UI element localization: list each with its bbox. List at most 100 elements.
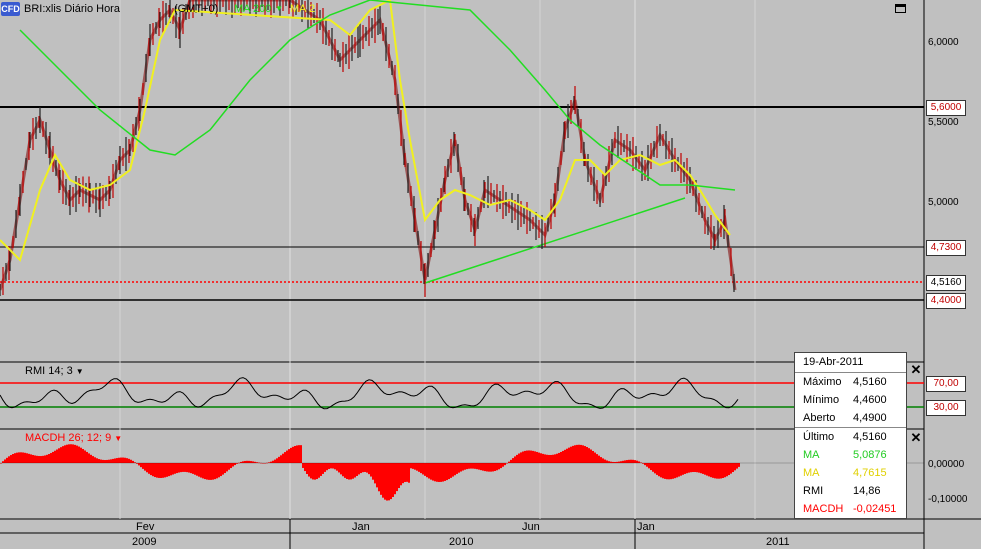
rmi-title[interactable]: RMI 14; 3 ▼ <box>25 365 84 377</box>
macdh-bar <box>30 454 32 463</box>
macdh-bar <box>136 463 138 464</box>
macdh-title[interactable]: MACDH 26; 12; 9 ▼ <box>25 432 122 444</box>
ma200-label[interactable]: MA 200 <box>234 3 272 15</box>
macdh-bar <box>170 463 172 476</box>
macdh-bar <box>446 463 448 481</box>
symbol-label[interactable]: BRI:xlis Diário Hora <box>24 3 120 15</box>
macdh-bar <box>232 463 234 467</box>
macdh-bar <box>140 463 142 468</box>
macdh-bar <box>108 459 110 463</box>
macdh-bar <box>78 446 80 463</box>
macdh-bar <box>558 452 560 463</box>
macdh-bar <box>262 463 264 464</box>
macdh-bar <box>390 463 392 500</box>
macdh-bar <box>624 460 626 463</box>
macdh-bar <box>138 463 140 466</box>
macdh-bar <box>66 444 68 463</box>
rmi-dropdown-icon[interactable]: ▼ <box>75 367 84 376</box>
macdh-bar <box>102 459 104 463</box>
macdh-bar <box>656 463 658 475</box>
macdh-bar <box>98 459 100 463</box>
macdh-bar <box>348 463 350 480</box>
macdh-bar <box>238 462 240 464</box>
macdh-bar <box>528 450 530 463</box>
macdh-bar <box>222 463 224 475</box>
macdh-bar <box>236 463 238 464</box>
macdh-bar <box>680 463 682 476</box>
macdh-bar <box>264 462 266 464</box>
macdh-bar <box>94 457 96 463</box>
macdh-dropdown-icon[interactable]: ▼ <box>114 434 123 443</box>
macdh-bar <box>422 463 424 475</box>
macdh-bar <box>360 463 362 474</box>
macdh-bar <box>54 450 56 463</box>
macdh-bar <box>368 463 370 475</box>
ma200-dropdown-icon[interactable]: ▼ <box>275 4 283 13</box>
macdh-bar <box>574 445 576 463</box>
tooltip-value: 4,4600 <box>853 394 887 406</box>
ma20-label[interactable]: MA 2 <box>290 3 316 15</box>
macdh-bar <box>158 463 160 478</box>
macdh-close-icon[interactable]: ✕ <box>910 430 922 445</box>
macdh-bar <box>404 463 406 482</box>
macdh-bar <box>608 461 610 463</box>
macdh-bar <box>290 447 292 463</box>
macdh-bar <box>160 463 162 478</box>
macdh-bar <box>428 463 430 479</box>
year-label-2010: 2010 <box>449 536 474 548</box>
macdh-bar <box>382 463 384 498</box>
tooltip-label: RMI <box>803 485 824 497</box>
macdh-bar <box>344 463 346 478</box>
macdh-bar <box>514 456 516 463</box>
macdh-bar <box>196 463 198 476</box>
macdh-bar <box>500 463 502 469</box>
macdh-bar <box>178 463 180 473</box>
macdh-bar <box>576 444 578 463</box>
macdh-bar <box>142 463 144 469</box>
macdh-bar <box>538 452 540 463</box>
tooltip-date: 19-Abr-2011 <box>795 353 906 373</box>
macdh-bar <box>600 457 602 463</box>
timezone-label: (GMT+0) <box>174 3 219 15</box>
maximize-icon[interactable] <box>895 4 906 13</box>
tooltip-label: Último <box>803 431 835 443</box>
macdh-bar <box>84 450 86 463</box>
macdh-bar <box>88 453 90 463</box>
macdh-bar <box>692 463 694 473</box>
macdh-bar <box>202 463 204 479</box>
macdh-bar <box>90 454 92 463</box>
macdh-bar <box>508 461 510 463</box>
macdh-bar <box>430 463 432 480</box>
macdh-bar <box>214 463 216 480</box>
macdh-bar <box>584 446 586 463</box>
macdh-bar <box>330 463 332 469</box>
macdh-bar <box>104 460 106 463</box>
macdh-bar <box>654 463 656 474</box>
tooltip-value: 4,5160 <box>853 376 887 388</box>
rmi-close-icon[interactable]: ✕ <box>910 362 922 377</box>
macdh-bar <box>308 463 310 477</box>
macdh-bar <box>456 463 458 474</box>
macdh-bar <box>418 463 420 472</box>
tooltip-row-low: Mínimo 4,4600 <box>795 391 906 409</box>
macdh-bar <box>182 463 184 472</box>
macdh-bar <box>572 445 574 463</box>
tooltip-row-high: Máximo 4,5160 <box>795 373 906 391</box>
macdh-bar <box>42 455 44 463</box>
tooltip-label: MA <box>803 449 820 461</box>
macdh-bar <box>276 458 278 463</box>
macdh-bar <box>156 463 158 478</box>
macdh-bar <box>20 452 22 463</box>
macdh-bar <box>260 462 262 464</box>
macdh-bar <box>586 447 588 463</box>
macdh-bar <box>282 453 284 463</box>
macdh-bar <box>388 463 390 501</box>
macdh-bar <box>74 444 76 463</box>
macdh-bar <box>198 463 200 477</box>
macdh-bar <box>92 456 94 463</box>
macdh-bar <box>4 459 6 463</box>
macdh-bar <box>8 456 10 463</box>
macdh-bar <box>124 457 126 463</box>
last-price-tag: 4,5160 <box>926 275 966 291</box>
